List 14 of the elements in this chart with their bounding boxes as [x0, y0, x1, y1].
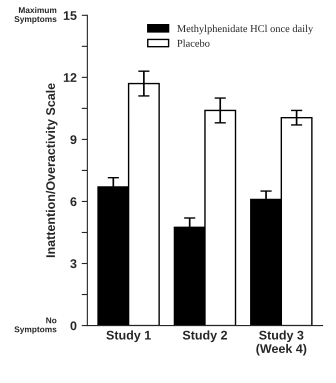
legend-label: Methylphenidate HCl once daily [177, 24, 314, 34]
legend-label: Placebo [177, 40, 210, 47]
y-tick-label: 6 [70, 197, 76, 206]
y-tick-label: 0 [70, 321, 76, 330]
text: Maximum Symptoms [14, 6, 56, 24]
y-tick-label: 3 [70, 259, 76, 268]
x-tick-label: Study 1 [106, 330, 151, 342]
y-tick-label: 12 [64, 73, 76, 82]
x-tick-label: Study 3 (Week 4) [256, 330, 306, 356]
y-axis-title: Inattention/Overactivity Scale [46, 83, 58, 258]
y-tick-label: 15 [64, 11, 77, 20]
y-tick-label: 9 [70, 135, 76, 144]
x-tick-label: Study 2 [182, 330, 228, 342]
text: No Symptoms [14, 317, 56, 334]
